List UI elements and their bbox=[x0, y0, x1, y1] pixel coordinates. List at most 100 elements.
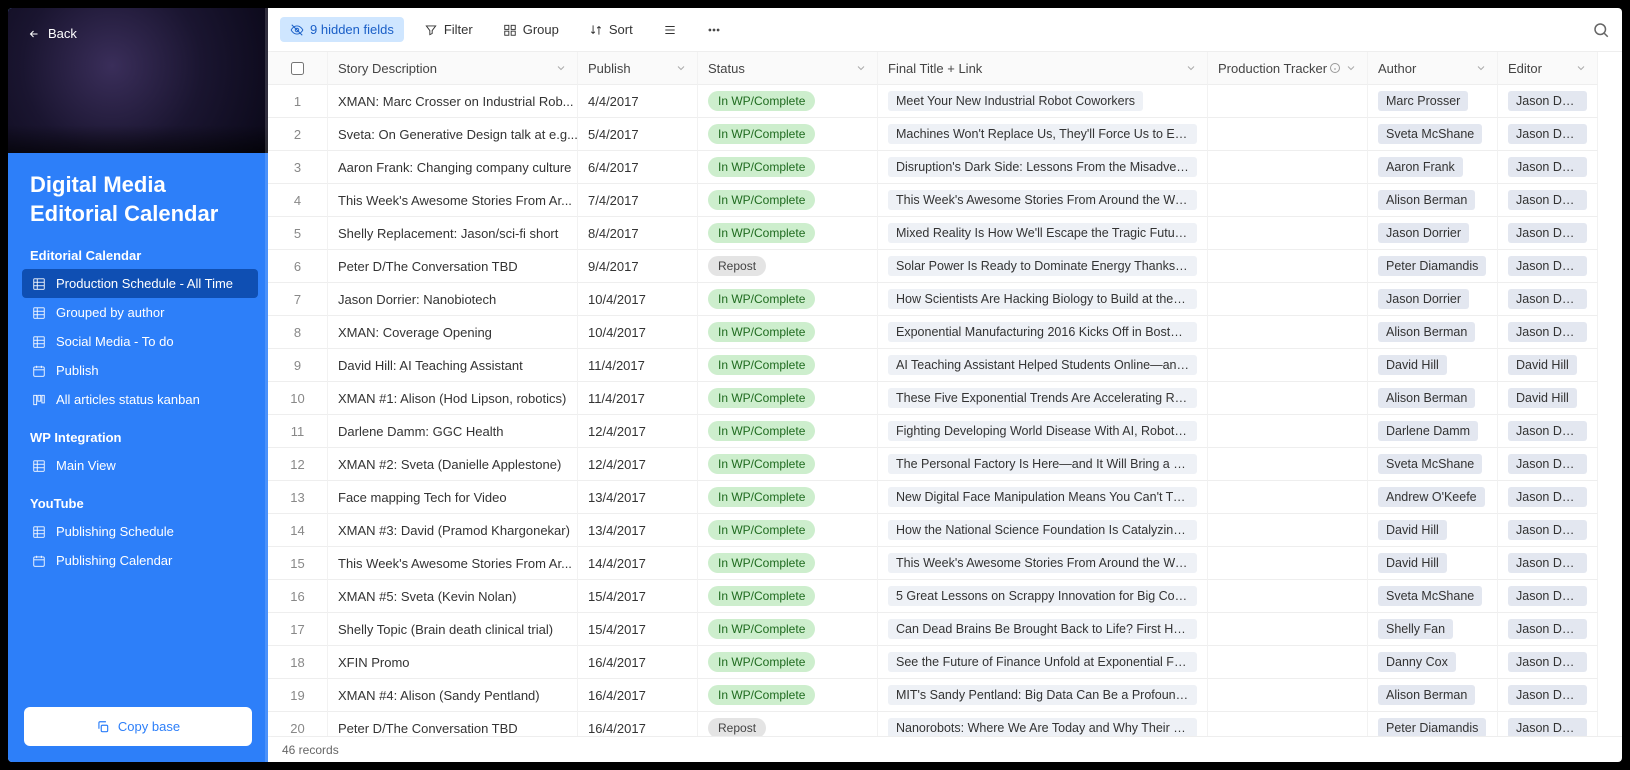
cell-production-tracker[interactable] bbox=[1208, 85, 1368, 118]
cell-editor[interactable]: David Hill bbox=[1498, 349, 1598, 382]
cell-publish[interactable]: 12/4/2017 bbox=[578, 448, 698, 481]
cell-final-title[interactable]: How Scientists Are Hacking Biology to Bu… bbox=[878, 283, 1208, 316]
cell-production-tracker[interactable] bbox=[1208, 448, 1368, 481]
cell-production-tracker[interactable] bbox=[1208, 547, 1368, 580]
cell-status[interactable]: In WP/Complete bbox=[698, 217, 878, 250]
grid-scroll[interactable]: Story DescriptionPublishStatusFinal Titl… bbox=[268, 52, 1622, 736]
cell-story[interactable]: XMAN #5: Sveta (Kevin Nolan) bbox=[328, 580, 578, 613]
cell-final-title[interactable]: How the National Science Foundation Is C… bbox=[878, 514, 1208, 547]
cell-status[interactable]: In WP/Complete bbox=[698, 514, 878, 547]
column-header-final[interactable]: Final Title + Link bbox=[878, 52, 1208, 85]
cell-editor[interactable]: Jason Dorrier bbox=[1498, 514, 1598, 547]
cell-status[interactable]: In WP/Complete bbox=[698, 118, 878, 151]
cell-production-tracker[interactable] bbox=[1208, 613, 1368, 646]
cell-editor[interactable]: David Hill bbox=[1498, 382, 1598, 415]
cell-author[interactable]: Marc Prosser bbox=[1368, 85, 1498, 118]
cell-status[interactable]: In WP/Complete bbox=[698, 448, 878, 481]
sidebar-item-social-media[interactable]: Social Media - To do bbox=[22, 327, 258, 356]
cell-status[interactable]: In WP/Complete bbox=[698, 547, 878, 580]
cell-editor[interactable]: Jason Dorrier bbox=[1498, 415, 1598, 448]
sort-button[interactable]: Sort bbox=[579, 17, 643, 42]
cell-author[interactable]: Sveta McShane bbox=[1368, 118, 1498, 151]
cell-status[interactable]: In WP/Complete bbox=[698, 349, 878, 382]
cell-status[interactable]: In WP/Complete bbox=[698, 184, 878, 217]
cell-editor[interactable]: Jason Dorrier bbox=[1498, 679, 1598, 712]
cell-production-tracker[interactable] bbox=[1208, 481, 1368, 514]
cell-final-title[interactable]: Meet Your New Industrial Robot Coworkers bbox=[878, 85, 1208, 118]
sidebar-item-pub-schedule[interactable]: Publishing Schedule bbox=[22, 517, 258, 546]
cell-final-title[interactable]: Disruption's Dark Side: Lessons From the… bbox=[878, 151, 1208, 184]
sidebar-item-production-schedule[interactable]: Production Schedule - All Time bbox=[22, 269, 258, 298]
cell-production-tracker[interactable] bbox=[1208, 382, 1368, 415]
row-number-cell[interactable]: 4 bbox=[268, 184, 328, 217]
row-number-cell[interactable]: 10 bbox=[268, 382, 328, 415]
cell-publish[interactable]: 16/4/2017 bbox=[578, 646, 698, 679]
cell-editor[interactable]: Jason Dorrier bbox=[1498, 151, 1598, 184]
cell-final-title[interactable]: The Personal Factory Is Here—and It Will… bbox=[878, 448, 1208, 481]
row-number-cell[interactable]: 12 bbox=[268, 448, 328, 481]
cell-publish[interactable]: 16/4/2017 bbox=[578, 712, 698, 736]
cell-production-tracker[interactable] bbox=[1208, 646, 1368, 679]
cell-production-tracker[interactable] bbox=[1208, 349, 1368, 382]
cell-story[interactable]: Peter D/The Conversation TBD bbox=[328, 250, 578, 283]
row-height-button[interactable] bbox=[653, 18, 687, 42]
cell-author[interactable]: David Hill bbox=[1368, 349, 1498, 382]
cell-story[interactable]: Jason Dorrier: Nanobiotech bbox=[328, 283, 578, 316]
cell-status[interactable]: Repost bbox=[698, 250, 878, 283]
cell-editor[interactable]: Jason Dorrier bbox=[1498, 250, 1598, 283]
cell-production-tracker[interactable] bbox=[1208, 250, 1368, 283]
column-header-story[interactable]: Story Description bbox=[328, 52, 578, 85]
cell-status[interactable]: In WP/Complete bbox=[698, 613, 878, 646]
column-header-editor[interactable]: Editor bbox=[1498, 52, 1598, 85]
cell-author[interactable]: Alison Berman bbox=[1368, 679, 1498, 712]
row-number-cell[interactable]: 13 bbox=[268, 481, 328, 514]
cell-production-tracker[interactable] bbox=[1208, 184, 1368, 217]
cell-author[interactable]: Danny Cox bbox=[1368, 646, 1498, 679]
cell-status[interactable]: In WP/Complete bbox=[698, 85, 878, 118]
cell-story[interactable]: Shelly Replacement: Jason/sci-fi short bbox=[328, 217, 578, 250]
cell-author[interactable]: Sveta McShane bbox=[1368, 448, 1498, 481]
cell-editor[interactable]: Jason Dorrier bbox=[1498, 118, 1598, 151]
cell-story[interactable]: Aaron Frank: Changing company culture bbox=[328, 151, 578, 184]
cell-final-title[interactable]: Mixed Reality Is How We'll Escape the Tr… bbox=[878, 217, 1208, 250]
cell-status[interactable]: In WP/Complete bbox=[698, 316, 878, 349]
column-header-rownum[interactable] bbox=[268, 52, 328, 85]
cell-editor[interactable]: Jason Dorrier bbox=[1498, 712, 1598, 736]
row-number-cell[interactable]: 6 bbox=[268, 250, 328, 283]
column-header-author[interactable]: Author bbox=[1368, 52, 1498, 85]
cell-production-tracker[interactable] bbox=[1208, 580, 1368, 613]
cell-editor[interactable]: Jason Dorrier bbox=[1498, 217, 1598, 250]
cell-author[interactable]: Darlene Damm bbox=[1368, 415, 1498, 448]
cell-editor[interactable]: Jason Dorrier bbox=[1498, 646, 1598, 679]
cell-story[interactable]: XFIN Promo bbox=[328, 646, 578, 679]
sidebar-item-main-view[interactable]: Main View bbox=[22, 451, 258, 480]
copy-base-button[interactable]: Copy base bbox=[24, 707, 252, 746]
cell-story[interactable]: This Week's Awesome Stories From Ar... bbox=[328, 184, 578, 217]
cell-publish[interactable]: 5/4/2017 bbox=[578, 118, 698, 151]
cell-publish[interactable]: 10/4/2017 bbox=[578, 283, 698, 316]
cell-status[interactable]: In WP/Complete bbox=[698, 151, 878, 184]
cell-production-tracker[interactable] bbox=[1208, 316, 1368, 349]
cell-status[interactable]: In WP/Complete bbox=[698, 481, 878, 514]
cell-production-tracker[interactable] bbox=[1208, 679, 1368, 712]
search-button[interactable] bbox=[1592, 21, 1610, 39]
cell-story[interactable]: This Week's Awesome Stories From Ar... bbox=[328, 547, 578, 580]
cell-author[interactable]: Aaron Frank bbox=[1368, 151, 1498, 184]
row-number-cell[interactable]: 15 bbox=[268, 547, 328, 580]
row-number-cell[interactable]: 9 bbox=[268, 349, 328, 382]
cell-author[interactable]: Peter Diamandis bbox=[1368, 250, 1498, 283]
cell-story[interactable]: XMAN #4: Alison (Sandy Pentland) bbox=[328, 679, 578, 712]
cell-status[interactable]: In WP/Complete bbox=[698, 382, 878, 415]
cell-production-tracker[interactable] bbox=[1208, 151, 1368, 184]
row-number-cell[interactable]: 2 bbox=[268, 118, 328, 151]
cell-publish[interactable]: 9/4/2017 bbox=[578, 250, 698, 283]
column-header-publish[interactable]: Publish bbox=[578, 52, 698, 85]
row-number-cell[interactable]: 7 bbox=[268, 283, 328, 316]
cell-status[interactable]: In WP/Complete bbox=[698, 646, 878, 679]
cell-publish[interactable]: 14/4/2017 bbox=[578, 547, 698, 580]
cell-production-tracker[interactable] bbox=[1208, 118, 1368, 151]
cell-story[interactable]: XMAN: Coverage Opening bbox=[328, 316, 578, 349]
cell-final-title[interactable]: AI Teaching Assistant Helped Students On… bbox=[878, 349, 1208, 382]
cell-editor[interactable]: Jason Dorrier bbox=[1498, 184, 1598, 217]
row-number-cell[interactable]: 20 bbox=[268, 712, 328, 736]
